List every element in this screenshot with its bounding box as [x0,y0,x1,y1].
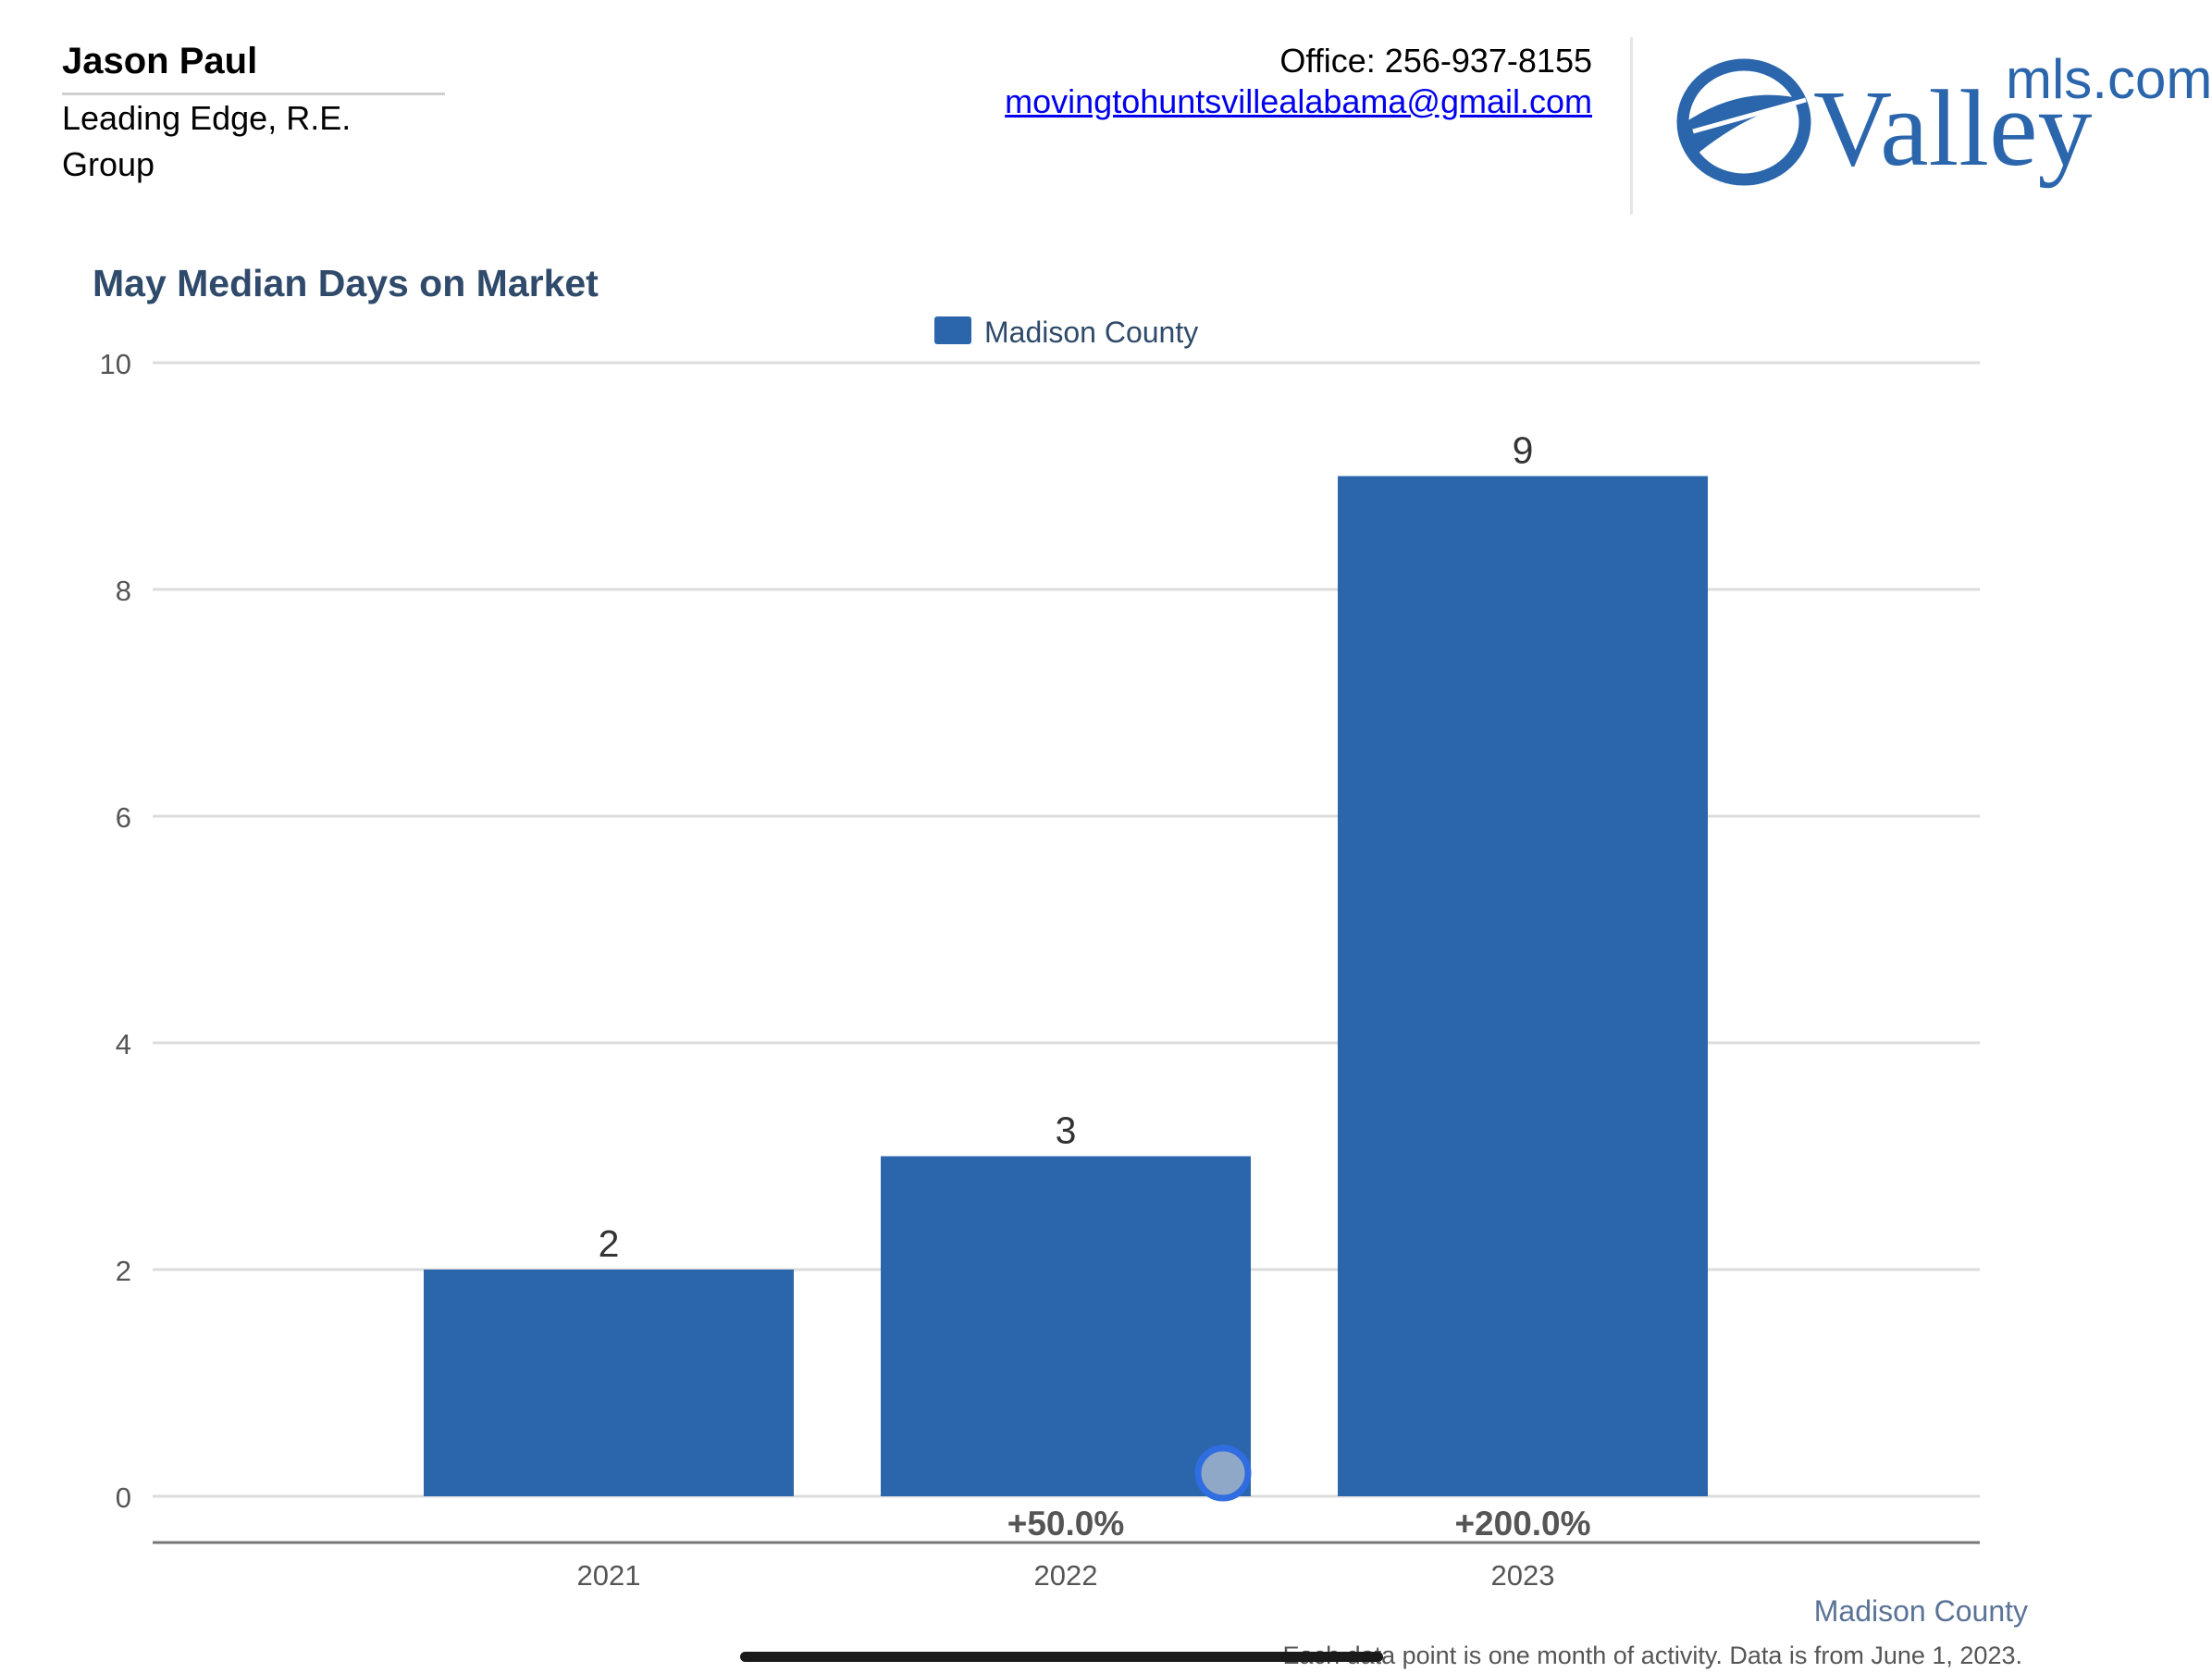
agent-company: Leading Edge, R.E. Group [62,99,352,183]
legend-label: Madison County [984,316,1198,349]
x-tick-label: 2023 [1491,1559,1555,1592]
x-tick-label: 2022 [1034,1559,1098,1592]
chart-title: May Median Days on Market [93,262,599,304]
bar-2023[interactable] [1338,476,1708,1497]
header-divider [1630,37,1633,215]
bar-value-label: 9 [1513,429,1534,472]
y-tick-label: 2 [116,1255,131,1287]
y-tick-label: 0 [116,1481,131,1514]
days-on-market-chart: May Median Days on Market Madison County… [93,262,2028,1669]
footer-note: Each data point is one month of activity… [1283,1642,2022,1669]
footer-region-label: Madison County [1814,1594,2028,1628]
bar-value-label: 3 [1056,1109,1077,1152]
agent-name: Jason Paul [62,37,445,95]
y-tick-label: 8 [116,575,131,607]
bar-value-label: 2 [599,1222,620,1265]
change-label: +50.0% [1007,1505,1125,1543]
contact-block: Office: 256-937-8155 movingtohuntsvillea… [1005,41,1592,122]
scroll-indicator[interactable] [740,1652,1383,1662]
logo-swoosh-icon [1676,58,1811,186]
valley-mls-logo: Valley mls.com [1676,48,2211,189]
y-tick-label: 4 [116,1028,131,1060]
logo-mls-text: mls.com [2006,48,2211,110]
y-tick-label: 10 [100,348,131,380]
y-tick-label: 6 [116,801,131,834]
logo-brand-text: Valley [1813,68,2092,189]
legend-swatch [934,316,971,344]
chart-legend: Madison County [934,316,1198,349]
bar-2021[interactable] [424,1270,794,1496]
email-link[interactable]: movingtohuntsvillealabama@gmail.com [1005,82,1592,120]
agent-block: Jason Paul Leading Edge, R.E. Group [62,37,445,188]
change-label: +200.0% [1454,1505,1590,1543]
touch-indicator [1194,1444,1252,1502]
bar-2022[interactable] [881,1156,1251,1497]
office-phone: Office: 256-937-8155 [1279,42,1592,80]
x-tick-label: 2021 [577,1559,641,1592]
